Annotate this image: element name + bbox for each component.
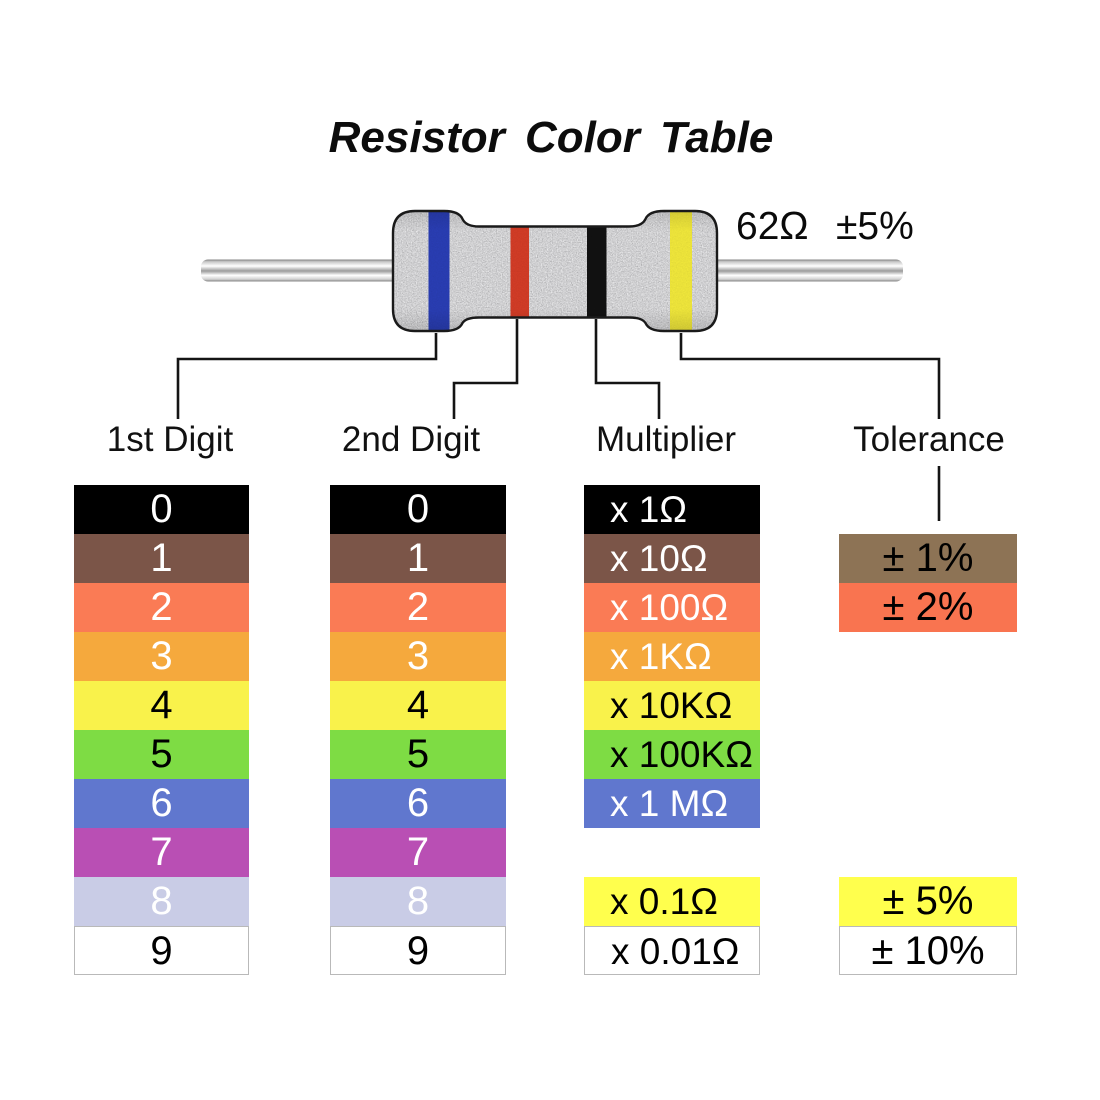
digit2-row-4: 4 bbox=[330, 681, 506, 730]
multiplier-row-4: x 10KΩ bbox=[584, 681, 760, 730]
right-lead-wire bbox=[710, 259, 903, 282]
resistor-body-outline bbox=[391, 209, 719, 333]
callout-line-tolerance bbox=[679, 333, 941, 419]
digit2-row-5: 5 bbox=[330, 730, 506, 779]
digit2-row-9: 9 bbox=[330, 926, 506, 975]
digit1-row-7: 7 bbox=[74, 828, 249, 877]
digit1-row-6: 6 bbox=[74, 779, 249, 828]
column-header-first-digit: 1st Digit bbox=[106, 420, 234, 459]
digit2-row-6: 6 bbox=[330, 779, 506, 828]
resistor-value-label: 62Ω bbox=[736, 205, 809, 248]
column-header-tolerance: Tolerance bbox=[853, 420, 1005, 459]
tolerance-row-5pct: ± 5% bbox=[839, 877, 1017, 926]
second-digit-column: 0 1 2 3 4 5 6 7 8 9 bbox=[330, 485, 506, 975]
multiplier-row-6: x 1 MΩ bbox=[584, 779, 760, 828]
digit1-row-5: 5 bbox=[74, 730, 249, 779]
resistor-tolerance-label: ±5% bbox=[836, 205, 914, 248]
digit1-row-1: 1 bbox=[74, 534, 249, 583]
column-header-multiplier: Multiplier bbox=[595, 420, 737, 459]
tolerance-row-10pct: ± 10% bbox=[839, 926, 1017, 975]
multiplier-row-0: x 1Ω bbox=[584, 485, 760, 534]
page-title: Resistor Color Table bbox=[328, 113, 774, 162]
tolerance-extra-column: ± 5% ± 10% bbox=[839, 877, 1017, 975]
callout-line-multiplier bbox=[594, 319, 661, 419]
digit2-row-2: 2 bbox=[330, 583, 506, 632]
left-lead-wire bbox=[201, 259, 401, 282]
tolerance-column: ± 1% ± 2% bbox=[839, 534, 1017, 632]
tolerance-row-2pct: ± 2% bbox=[839, 583, 1017, 632]
digit1-row-3: 3 bbox=[74, 632, 249, 681]
digit2-row-8: 8 bbox=[330, 877, 506, 926]
column-header-second-digit: 2nd Digit bbox=[341, 420, 481, 459]
first-digit-column: 0 1 2 3 4 5 6 7 8 9 bbox=[74, 485, 249, 975]
multiplier-row-3: x 1KΩ bbox=[584, 632, 760, 681]
multiplier-extra-column: x 0.1Ω x 0.01Ω bbox=[584, 877, 760, 975]
callout-lines bbox=[176, 319, 941, 521]
digit2-row-0: 0 bbox=[330, 485, 506, 534]
multiplier-row-2: x 100Ω bbox=[584, 583, 760, 632]
tolerance-row-1pct: ± 1% bbox=[839, 534, 1017, 583]
callout-line-second-digit bbox=[452, 319, 519, 419]
digit2-row-3: 3 bbox=[330, 632, 506, 681]
digit1-row-4: 4 bbox=[74, 681, 249, 730]
digit1-row-0: 0 bbox=[74, 485, 249, 534]
multiplier-row-5: x 100KΩ bbox=[584, 730, 760, 779]
multiplier-column: x 1Ω x 10Ω x 100Ω x 1KΩ x 10KΩ x 100KΩ x… bbox=[584, 485, 760, 828]
digit2-row-1: 1 bbox=[330, 534, 506, 583]
digit2-row-7: 7 bbox=[330, 828, 506, 877]
multiplier-row-0.01: x 0.01Ω bbox=[584, 926, 760, 975]
multiplier-row-0.1: x 0.1Ω bbox=[584, 877, 760, 926]
digit1-row-8: 8 bbox=[74, 877, 249, 926]
callout-line-first-digit bbox=[176, 333, 438, 419]
digit1-row-2: 2 bbox=[74, 583, 249, 632]
multiplier-row-1: x 10Ω bbox=[584, 534, 760, 583]
digit1-row-9: 9 bbox=[74, 926, 249, 975]
resistor-body bbox=[391, 209, 719, 333]
